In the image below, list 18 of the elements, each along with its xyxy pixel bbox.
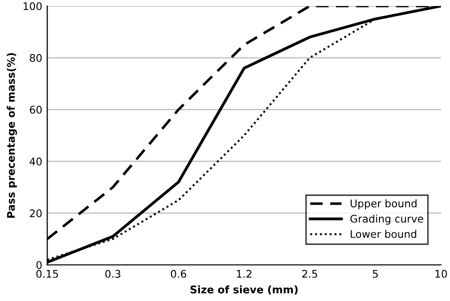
x-tick-label: 10 <box>436 270 447 278</box>
y-tick-label: 60 <box>30 106 42 114</box>
y-tick-label: 0 <box>36 261 42 269</box>
legend-label: Lower bound <box>350 230 416 238</box>
x-tick-label: 2.5 <box>302 270 318 278</box>
x-tick-label: 0.6 <box>170 270 186 278</box>
legend-label: Grading curve <box>350 214 424 225</box>
y-tick-label: 100 <box>24 2 42 10</box>
legend-label: Upper bound <box>350 199 416 210</box>
x-tick-label: 0.15 <box>36 270 58 278</box>
y-tick-label: 40 <box>30 158 42 166</box>
x-tick-label: 1.2 <box>236 270 252 278</box>
y-tick-label: 80 <box>30 54 42 62</box>
y-axis-title: Pass precentage of mass(%) <box>6 53 17 218</box>
x-tick-label: 5 <box>372 270 378 278</box>
y-tick-label: 20 <box>30 209 42 218</box>
x-tick-label: 0.3 <box>105 270 120 278</box>
x-axis-title: Size of sieve (mm) <box>190 285 298 295</box>
